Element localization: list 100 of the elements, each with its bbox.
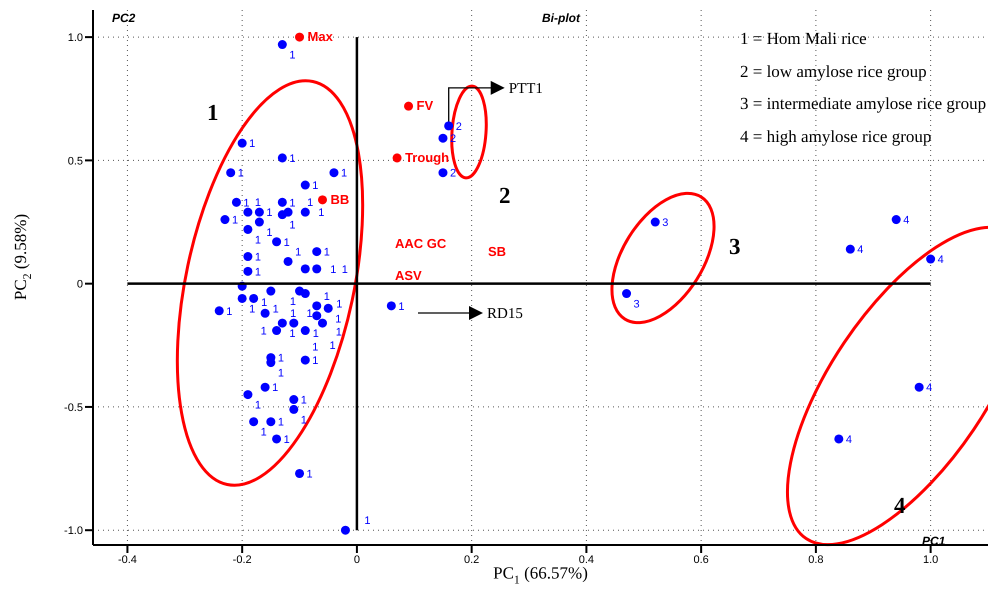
point bbox=[260, 308, 270, 318]
text: 1 bbox=[260, 326, 267, 338]
x-tick-label: 0.8 bbox=[808, 554, 824, 566]
series-label: 1 bbox=[306, 308, 313, 320]
text: 1 bbox=[278, 368, 284, 380]
text: 1 bbox=[290, 308, 296, 320]
text: 1 bbox=[340, 168, 348, 180]
point bbox=[312, 311, 322, 320]
x-tick-label: -0.2 bbox=[232, 554, 252, 566]
point bbox=[289, 318, 298, 328]
point bbox=[914, 382, 924, 392]
point bbox=[243, 224, 252, 234]
text: 1 bbox=[254, 400, 262, 412]
annotation: 1 = Hom Mali rice bbox=[740, 29, 867, 48]
text: 1 bbox=[249, 138, 256, 150]
point bbox=[220, 215, 230, 224]
text: 1 bbox=[300, 414, 307, 426]
annotation: 2 = low amylose rice group bbox=[740, 62, 927, 81]
x-tick-label: -0.4 bbox=[118, 554, 137, 566]
text: 1 bbox=[289, 50, 296, 62]
point bbox=[254, 218, 264, 227]
point bbox=[340, 526, 350, 535]
text: 1 bbox=[289, 197, 296, 210]
text: 1 bbox=[295, 246, 302, 258]
x-axis-title: PC$_{1}$ (66.57%) bbox=[493, 564, 588, 586]
text: 1 bbox=[312, 328, 319, 340]
point bbox=[278, 40, 287, 50]
point bbox=[272, 237, 282, 246]
x-tick-label: 0.4 bbox=[578, 554, 594, 566]
x-tick-label: 0.2 bbox=[464, 554, 480, 566]
data-label: FV bbox=[416, 98, 434, 114]
point bbox=[266, 286, 276, 296]
x-tick-label: 0.6 bbox=[693, 554, 709, 566]
text: 4 bbox=[857, 244, 864, 256]
point bbox=[243, 390, 252, 400]
text: 1 bbox=[336, 298, 342, 311]
series-label: 4 bbox=[903, 214, 910, 227]
text: 1 bbox=[307, 197, 314, 210]
annotation: SB bbox=[488, 244, 506, 259]
y-tick-label: 1.0 bbox=[68, 32, 83, 44]
annotation: PC2 bbox=[112, 11, 136, 25]
text: 1 bbox=[300, 394, 307, 407]
point bbox=[243, 208, 252, 217]
point bbox=[249, 294, 258, 303]
data-label: Trough bbox=[405, 150, 450, 165]
text: 1 bbox=[238, 168, 244, 180]
text: 4 bbox=[926, 382, 932, 394]
point bbox=[392, 153, 402, 162]
point bbox=[846, 244, 855, 254]
annotation: 1 bbox=[207, 100, 218, 125]
point bbox=[386, 301, 396, 310]
annotation: 4 = high amylose rice group bbox=[740, 127, 932, 146]
text: 1 bbox=[226, 306, 232, 318]
point bbox=[266, 417, 276, 426]
text: 1 bbox=[318, 207, 324, 220]
text: 1 bbox=[254, 266, 262, 278]
point bbox=[622, 289, 632, 298]
point bbox=[892, 215, 901, 224]
point bbox=[295, 32, 304, 42]
text: 1 bbox=[290, 296, 296, 308]
data-label: Max bbox=[308, 29, 334, 44]
point bbox=[300, 289, 310, 298]
point bbox=[300, 326, 310, 336]
text: 1 bbox=[364, 515, 371, 528]
annotation: ASV bbox=[395, 268, 422, 283]
point bbox=[278, 198, 287, 207]
point bbox=[238, 138, 247, 148]
data-label: BB bbox=[330, 192, 350, 207]
annotation: 2 bbox=[499, 183, 510, 208]
series-label: 2 bbox=[456, 120, 462, 133]
y-tick-label: -0.5 bbox=[64, 402, 83, 414]
y-tick-label: 0.5 bbox=[68, 155, 83, 168]
text: 1 bbox=[312, 180, 318, 192]
point bbox=[289, 395, 298, 404]
point bbox=[329, 168, 338, 178]
point bbox=[295, 468, 304, 478]
text: 1 bbox=[260, 426, 267, 439]
text: 1 bbox=[306, 468, 313, 480]
y-tick-label: -1.0 bbox=[64, 525, 83, 538]
point bbox=[312, 301, 322, 310]
text: 1 bbox=[278, 416, 284, 429]
text: 1 bbox=[266, 207, 273, 220]
annotation: 3 bbox=[729, 234, 740, 259]
point bbox=[834, 434, 844, 444]
text: 1 bbox=[243, 197, 250, 210]
point bbox=[300, 264, 310, 274]
text: 1 bbox=[398, 300, 404, 313]
point bbox=[300, 180, 310, 190]
text: 2 bbox=[450, 168, 456, 180]
point bbox=[300, 356, 310, 365]
text: 1 bbox=[254, 252, 262, 264]
x-tick-label: 1.0 bbox=[922, 554, 938, 566]
point bbox=[650, 218, 660, 227]
text: 4 bbox=[846, 434, 852, 446]
point bbox=[278, 318, 287, 328]
point bbox=[318, 195, 327, 204]
point bbox=[249, 417, 258, 426]
text: 1 bbox=[284, 236, 290, 249]
text: 1 bbox=[312, 355, 318, 368]
point bbox=[232, 198, 241, 207]
